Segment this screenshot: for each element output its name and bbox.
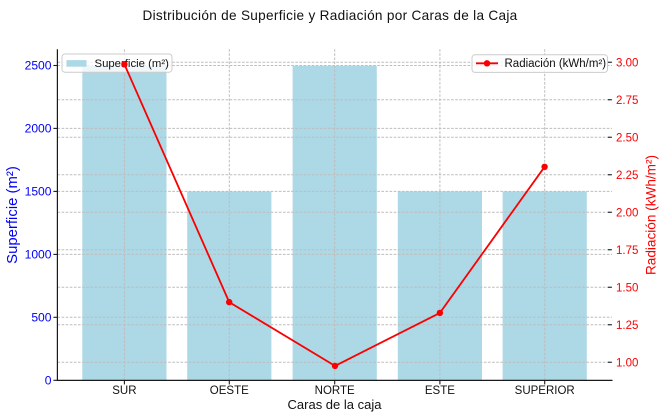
svg-text:2.00: 2.00	[616, 207, 638, 219]
svg-text:Radiación (kWh/m²): Radiación (kWh/m²)	[644, 155, 659, 275]
svg-text:2.25: 2.25	[616, 170, 638, 182]
svg-text:NORTE: NORTE	[315, 385, 355, 397]
svg-text:Distribución de Superficie y R: Distribución de Superficie y Radiación p…	[142, 8, 517, 23]
svg-text:1.50: 1.50	[616, 282, 638, 294]
svg-text:SUPERIOR: SUPERIOR	[515, 385, 575, 397]
svg-text:Radiación (kWh/m²): Radiación (kWh/m²)	[505, 58, 607, 70]
svg-text:Superficie (m²): Superficie (m²)	[95, 58, 170, 70]
svg-text:Caras de la caja: Caras de la caja	[288, 397, 383, 412]
svg-text:0: 0	[45, 373, 52, 387]
svg-text:1.25: 1.25	[616, 320, 638, 332]
svg-text:2000: 2000	[25, 122, 52, 136]
svg-text:1000: 1000	[25, 248, 52, 262]
svg-text:SUR: SUR	[112, 385, 136, 397]
svg-text:Superficie (m²): Superficie (m²)	[5, 166, 21, 264]
svg-text:3.00: 3.00	[616, 57, 638, 69]
svg-text:1.00: 1.00	[616, 357, 638, 369]
svg-text:ESTE: ESTE	[425, 385, 455, 397]
svg-text:OESTE: OESTE	[210, 385, 249, 397]
svg-text:500: 500	[31, 310, 51, 324]
svg-text:2.50: 2.50	[616, 132, 638, 144]
svg-text:2500: 2500	[25, 59, 52, 73]
svg-text:1.75: 1.75	[616, 245, 638, 257]
svg-text:2.75: 2.75	[616, 95, 638, 107]
svg-text:1500: 1500	[25, 185, 52, 199]
